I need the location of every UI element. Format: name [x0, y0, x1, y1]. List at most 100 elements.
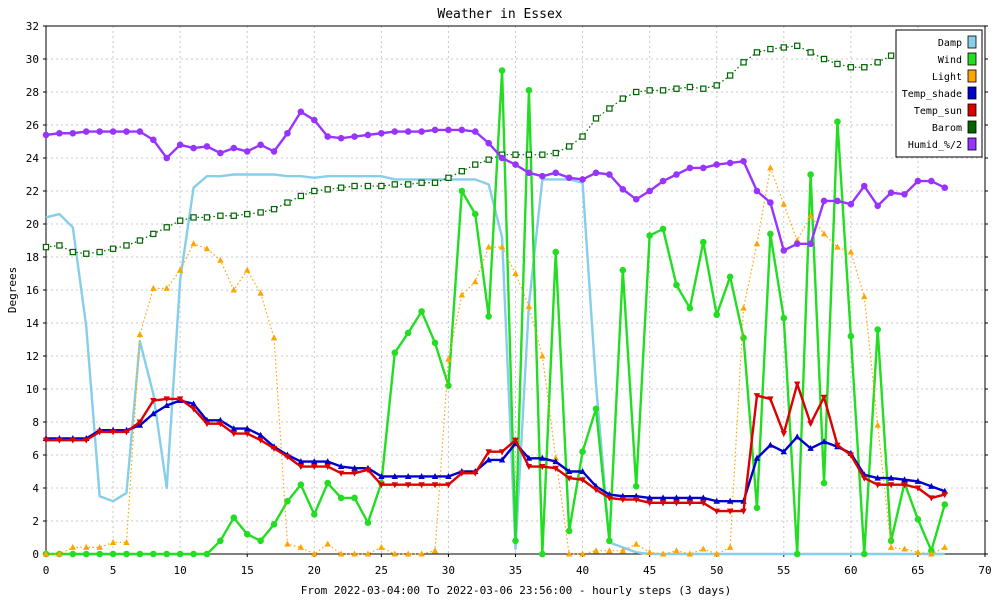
x-tick-label: 35 [509, 564, 522, 577]
wind-point [579, 448, 586, 456]
temp-sun-point [297, 464, 305, 471]
humid-2-point [619, 186, 627, 193]
temp-sun-point [914, 485, 922, 492]
humid-2-point [606, 171, 613, 178]
temp-shade-point [525, 454, 533, 461]
humid-2-point [257, 141, 264, 149]
legend-label-barom: Barom [932, 123, 962, 134]
wind-point [914, 516, 922, 523]
wind-point [431, 339, 439, 347]
light-point [659, 550, 667, 557]
temp-shade-point [713, 497, 720, 504]
wind-point [471, 210, 479, 218]
temp-sun-point [686, 500, 694, 507]
temp-sun-point [176, 396, 184, 403]
humid-2-point [767, 199, 774, 206]
x-tick-label: 5 [110, 564, 117, 577]
series-line-temp-sun [46, 382, 946, 513]
light-point [834, 243, 841, 250]
barom-point [726, 72, 734, 79]
wind-point [659, 225, 667, 233]
y-tick-label: 32 [26, 20, 39, 33]
barom-point [753, 49, 761, 56]
light-point [297, 543, 305, 550]
humid-2-point [847, 200, 855, 208]
temp-shade-point [485, 456, 492, 463]
barom-point [311, 187, 318, 195]
x-tick-label: 45 [643, 564, 656, 577]
temp-sun-point [767, 396, 774, 403]
barom-point [874, 59, 881, 66]
temp-shade-point [244, 425, 251, 432]
light-point [901, 545, 908, 552]
temp-sun-point [217, 421, 224, 428]
humid-2-point [686, 164, 694, 172]
wind-point [391, 349, 399, 357]
temp-shade-point [874, 474, 881, 481]
wind-point [69, 550, 77, 558]
light-point [391, 550, 398, 557]
legend-label-humid-2: Humid_%/2 [908, 140, 962, 151]
humid-2-point [404, 128, 412, 135]
temp-sun-point [458, 470, 466, 477]
wind-point [713, 311, 721, 319]
wind-point [592, 405, 600, 413]
light-point [673, 547, 680, 554]
barom-point [820, 55, 828, 63]
temp-sun-point [552, 465, 559, 472]
light-point [378, 543, 385, 550]
x-tick-label: 20 [308, 564, 321, 577]
temp-shade-point [686, 494, 694, 501]
temp-sun-point [378, 482, 385, 489]
wind-point [243, 530, 251, 538]
temp-shade-point [767, 441, 774, 448]
humid-2-point [887, 189, 895, 196]
temp-sun-point [56, 437, 63, 444]
y-tick-label: 14 [26, 317, 40, 330]
humid-2-point [364, 131, 372, 139]
light-point [726, 543, 734, 550]
barom-point [445, 174, 452, 181]
legend-label-temp-sun: Temp_sun [914, 106, 962, 117]
light-point [914, 548, 922, 555]
temp-shade-point [901, 476, 908, 483]
temp-sun-point [203, 421, 211, 428]
temp-sun-point [713, 508, 720, 515]
humid-2-point [96, 128, 103, 135]
light-point [163, 284, 170, 291]
barom-point [136, 237, 144, 244]
wind-point [887, 537, 895, 545]
y-tick-label: 22 [26, 185, 39, 198]
barom-point [780, 44, 787, 51]
wind-point [364, 519, 372, 526]
barom-point [807, 49, 814, 56]
temp-sun-point [498, 449, 506, 456]
wind-point [539, 550, 546, 558]
barom-point [351, 182, 358, 190]
temp-shade-point [565, 468, 573, 474]
humid-2-point [753, 187, 761, 195]
x-tick-label: 30 [442, 564, 455, 577]
light-point [109, 538, 117, 545]
light-point [700, 545, 707, 552]
temp-sun-point [324, 464, 331, 471]
barom-point [686, 83, 694, 91]
y-axis-label: Degrees [6, 267, 19, 313]
temp-shade-point [726, 497, 734, 504]
light-point [217, 256, 224, 263]
wind-point [834, 118, 841, 125]
humid-2-point [378, 129, 385, 137]
barom-point [659, 87, 667, 94]
humid-2-point [230, 144, 238, 152]
humid-2-point [297, 108, 305, 116]
temp-sun-point [579, 477, 586, 484]
temp-sun-point [753, 393, 761, 400]
barom-point [579, 133, 586, 140]
wind-point [847, 332, 855, 340]
light-point [404, 550, 412, 557]
y-tick-label: 16 [26, 284, 39, 297]
temp-shade-point [257, 431, 264, 438]
light-point [565, 550, 573, 557]
wind-point [284, 497, 291, 505]
